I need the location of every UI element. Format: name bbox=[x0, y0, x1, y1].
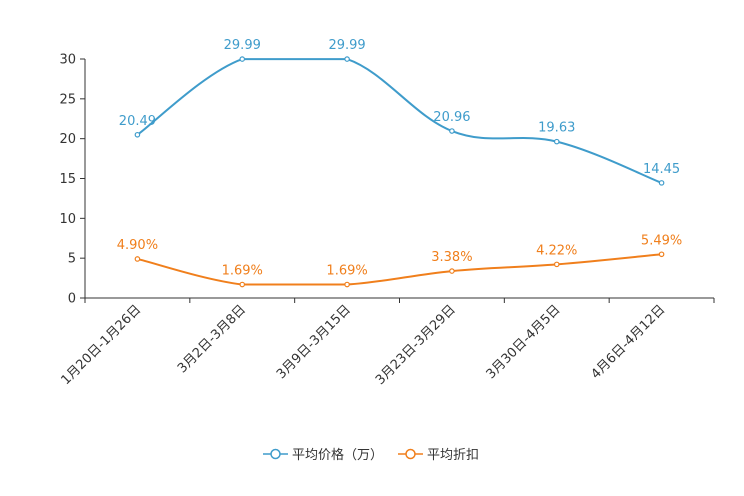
legend-marker-icon bbox=[270, 448, 281, 460]
data-point bbox=[134, 256, 141, 262]
y-tick-label: 20 bbox=[59, 132, 76, 147]
data-label: 29.99 bbox=[224, 38, 261, 53]
series-line bbox=[137, 253, 662, 286]
data-point bbox=[553, 261, 560, 268]
x-category-label: 1月20日-1月26日 bbox=[58, 302, 144, 388]
data-label: 20.49 bbox=[119, 114, 156, 129]
legend-item-avg-price[interactable]: 平均价格（万） bbox=[263, 447, 383, 463]
y-tick-label: 15 bbox=[59, 172, 76, 187]
axes: 0 5 10 15 20 25 30 1月20日-1月26日 3月2日-3月8日 3月9日-3月1… bbox=[58, 53, 715, 388]
legend[interactable]: 平均价格（万） 平均折扣 bbox=[263, 447, 479, 463]
data-label: 1.69% bbox=[326, 264, 367, 279]
y-tick-label: 0 bbox=[68, 292, 76, 307]
data-point bbox=[239, 281, 246, 288]
y-tick-label: 10 bbox=[59, 212, 76, 227]
x-category-label: 3月9日-3月15日 bbox=[274, 302, 354, 382]
data-point bbox=[658, 251, 665, 258]
data-label: 3.38% bbox=[431, 250, 472, 265]
data-point bbox=[344, 281, 350, 288]
data-point bbox=[449, 128, 455, 134]
series-layer: 20.49 29.99 29.99 20.96 19.63 14.45 4.90% 1.69%… bbox=[117, 38, 682, 288]
data-label: 1.69% bbox=[222, 264, 263, 279]
data-point bbox=[239, 56, 246, 62]
x-category-label: 3月2日-3月8日 bbox=[175, 302, 249, 376]
legend-label: 平均价格（万） bbox=[292, 447, 383, 463]
data-label: 14.45 bbox=[643, 162, 680, 177]
x-category-label: 4月6日-4月12日 bbox=[588, 302, 668, 382]
y-tick-label: 25 bbox=[59, 92, 76, 107]
legend-item-avg-discount[interactable]: 平均折扣 bbox=[398, 448, 479, 463]
x-category-label: 3月23日-3月29日 bbox=[373, 302, 459, 388]
data-label: 4.22% bbox=[536, 243, 577, 258]
data-point bbox=[344, 56, 350, 62]
series-avg-discount: 4.90% 1.69% 1.69% 3.38% 4.22% 5.49% bbox=[117, 233, 682, 288]
data-label: 5.49% bbox=[641, 233, 682, 248]
data-point bbox=[553, 138, 560, 145]
data-point bbox=[449, 268, 455, 274]
y-tick-label: 30 bbox=[59, 53, 76, 68]
legend-label: 平均折扣 bbox=[427, 448, 479, 463]
x-category-label: 3月30日-4月5日 bbox=[484, 302, 564, 382]
data-label: 29.99 bbox=[328, 38, 365, 53]
series-avg-price: 20.49 29.99 29.99 20.96 19.63 14.45 bbox=[119, 38, 680, 186]
data-label: 4.90% bbox=[117, 238, 158, 253]
legend-marker-icon bbox=[405, 448, 416, 460]
data-point bbox=[134, 131, 141, 138]
data-label: 20.96 bbox=[433, 110, 470, 125]
data-point bbox=[658, 180, 665, 186]
series-line bbox=[136, 58, 662, 184]
data-label: 19.63 bbox=[538, 121, 575, 136]
y-tick-label: 5 bbox=[68, 252, 76, 267]
